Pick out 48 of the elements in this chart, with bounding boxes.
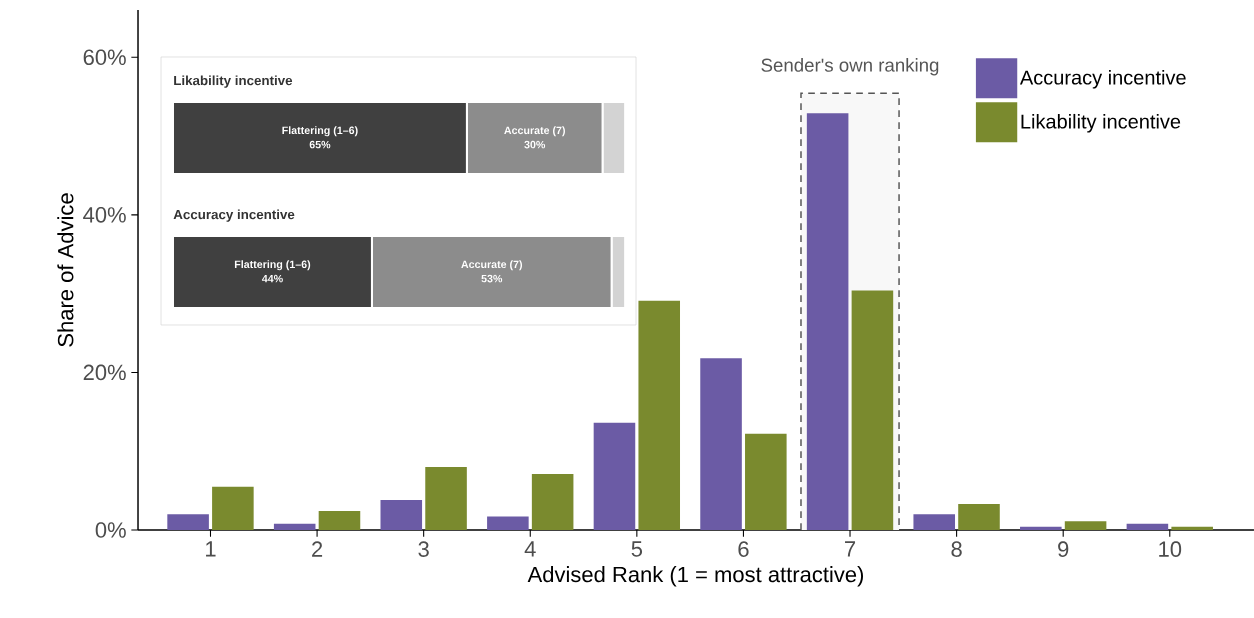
y-tick-label: 60% [83, 49, 126, 66]
category-label: Accuracy incentive [173, 209, 295, 222]
data-label: 53% [481, 274, 503, 283]
data-label: 44% [261, 274, 283, 283]
bar [700, 358, 742, 530]
bar [958, 503, 1000, 530]
bar [913, 514, 956, 530]
bar [487, 516, 529, 530]
bar [1064, 521, 1107, 530]
legend-label: Likability incentive [1021, 113, 1181, 133]
bar [745, 433, 787, 530]
category-label: Likability incentive [174, 75, 293, 88]
x-tick-label: 5 [631, 541, 643, 557]
legend-label: Accuracy incentive [1019, 69, 1186, 89]
annotation: Accurate (7) [504, 126, 565, 137]
bar [318, 511, 361, 530]
bar [593, 422, 636, 530]
bar [380, 500, 423, 530]
band-label: Sender's own ranking [761, 58, 939, 76]
bar [1126, 523, 1169, 530]
x-axis-title: Advised Rank (1 = most attractive) [527, 566, 864, 587]
bar [212, 486, 254, 530]
x-tick-label: 6 [738, 541, 749, 557]
bar [1171, 526, 1213, 530]
bar [273, 523, 316, 530]
bar [638, 300, 681, 530]
bar [167, 514, 209, 530]
x-tick-label: 3 [418, 541, 429, 557]
y-tick-label: 20% [83, 364, 126, 381]
annotation: Accurate (7) [461, 260, 523, 271]
y-tick-label: 40% [83, 207, 126, 223]
x-tick-label: 9 [1058, 541, 1069, 557]
y-axis-title: Share of Advice [57, 193, 74, 347]
x-tick-label: 2 [312, 541, 323, 557]
bar [851, 290, 894, 530]
bar [1020, 526, 1062, 530]
bar [531, 474, 574, 530]
x-tick-label: 4 [524, 541, 536, 557]
data-label: 65% [309, 140, 331, 149]
x-tick-label: 8 [951, 541, 962, 557]
x-tick-label: 10 [1159, 541, 1182, 557]
bar [425, 466, 467, 530]
annotation: Flattering (1–6) [234, 260, 311, 271]
y-tick-label: 0% [95, 522, 126, 538]
x-tick-label: 1 [206, 541, 216, 557]
data-label: 30% [524, 140, 546, 149]
annotation: Flattering (1–6) [282, 126, 358, 137]
x-tick-label: 7 [845, 541, 856, 557]
